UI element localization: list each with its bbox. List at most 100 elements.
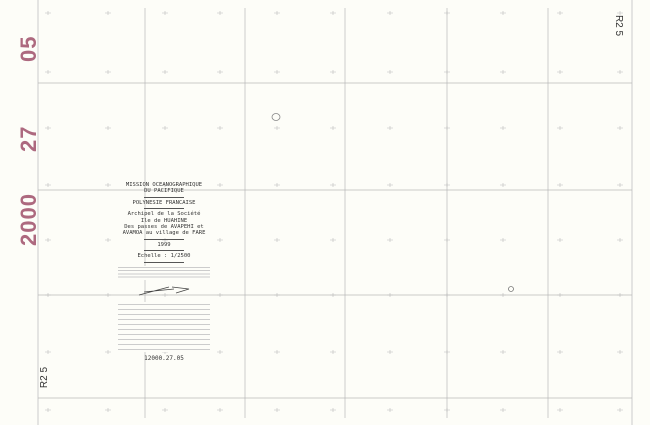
cartouche-title2: Ile de HUAHINE — [140, 217, 188, 224]
grid-tick-cross — [105, 70, 111, 74]
grid-tick-cross — [162, 70, 168, 74]
buoy-symbol — [508, 286, 514, 292]
cartouche-scale: Echelle : 1/2500 — [137, 253, 191, 260]
fine-print-block — [118, 265, 210, 280]
grid-tick-cross — [105, 350, 111, 354]
grid-tick-cross — [105, 238, 111, 242]
grid-tick-cross — [330, 408, 336, 412]
grid-tick-cross — [444, 183, 450, 187]
cartouche-line1: MISSION OCEANOGRAPHIQUE — [125, 182, 203, 188]
grid-tick-cross — [617, 350, 623, 354]
grid-tick-cross — [217, 350, 223, 354]
stamp-number-middle: 27 — [16, 125, 41, 152]
grid-tick-cross — [387, 350, 393, 354]
grid-tick-cross — [162, 11, 168, 15]
grid-tick-cross — [274, 126, 280, 130]
grid-tick-cross — [617, 408, 623, 412]
grid-tick-cross — [500, 238, 506, 242]
grid-tick-cross — [557, 238, 563, 242]
islet-outline — [271, 113, 281, 121]
grid-tick-cross — [105, 126, 111, 130]
grid-tick-cross — [557, 183, 563, 187]
grid-tick-cross — [444, 408, 450, 412]
grid-tick-cross — [387, 70, 393, 74]
grid-tick-cross — [45, 238, 51, 242]
sheet-ref-bottom-left: R2 5 — [39, 366, 51, 389]
grid-tick-cross — [500, 183, 506, 187]
fine-print-block — [118, 302, 210, 353]
grid-tick-cross — [217, 11, 223, 15]
grid-tick-cross — [500, 126, 506, 130]
grid-tick-cross — [105, 293, 111, 297]
grid-tick-cross — [557, 293, 563, 297]
grid-tick-cross — [217, 126, 223, 130]
grid-tick-cross — [162, 238, 168, 242]
grid-tick-cross — [162, 293, 168, 297]
grid-tick-cross — [330, 11, 336, 15]
grid-tick-cross — [330, 183, 336, 187]
grid-tick-cross — [500, 408, 506, 412]
sheet-ref-top-right: R2 5 — [613, 14, 625, 37]
grid-tick-cross — [217, 70, 223, 74]
grid-tick-cross — [617, 293, 623, 297]
divider — [144, 250, 184, 252]
grid-tick-cross — [162, 126, 168, 130]
grid-tick-cross — [162, 408, 168, 412]
stamp-number-top: 05 — [16, 35, 41, 62]
cartouche-title4: AVAMOA au village de FARE — [122, 230, 206, 237]
grid-tick-cross — [45, 350, 51, 354]
grid-tick-cross — [500, 293, 506, 297]
grid-tick-cross — [330, 126, 336, 130]
grid-tick-cross — [274, 350, 280, 354]
grid-tick-cross — [330, 238, 336, 242]
grid-tick-cross — [45, 183, 51, 187]
grid-tick-cross — [387, 183, 393, 187]
grid-tick-cross — [500, 350, 506, 354]
divider — [144, 196, 184, 198]
cartouche-line2: DU PACIFIQUE — [144, 188, 184, 195]
cartouche-title1: Archipel de la Société — [127, 211, 201, 218]
grid-tick-cross — [105, 11, 111, 15]
grid-tick-cross — [217, 408, 223, 412]
divider — [144, 261, 184, 263]
grid-tick-cross — [387, 238, 393, 242]
grid-tick-cross — [105, 183, 111, 187]
grid-tick-cross — [387, 293, 393, 297]
grid-tick-cross — [557, 11, 563, 15]
grid-tick-cross — [162, 183, 168, 187]
signature — [138, 286, 190, 296]
cartouche-region: POLYNESIE FRANCAISE — [132, 199, 196, 206]
grid-tick-cross — [500, 70, 506, 74]
grid-tick-cross — [274, 238, 280, 242]
cartouche-year: 1999 — [157, 241, 171, 248]
grid-tick-cross — [330, 293, 336, 297]
grid-tick-cross — [45, 126, 51, 130]
grid-tick-cross — [387, 11, 393, 15]
grid-tick-cross — [105, 408, 111, 412]
grid-tick-cross — [444, 350, 450, 354]
grid-tick-cross — [557, 126, 563, 130]
grid-tick-cross — [45, 11, 51, 15]
grid-tick-cross — [274, 408, 280, 412]
cartouche-code: 12000.27.05 — [144, 355, 184, 363]
grid-tick-cross — [557, 70, 563, 74]
divider — [144, 208, 184, 210]
grid-tick-cross — [387, 126, 393, 130]
grid-tick-cross — [617, 11, 623, 15]
grid-tick-cross — [444, 238, 450, 242]
cartouche-title3: Des passes de AVAPEHI et — [124, 224, 204, 231]
grid-tick-cross — [45, 408, 51, 412]
grid-tick-cross — [217, 238, 223, 242]
grid-tick-cross — [330, 70, 336, 74]
grid-tick-cross — [557, 408, 563, 412]
stamp-number-bottom: 2000 — [16, 193, 41, 246]
grid-tick-cross — [217, 183, 223, 187]
grid-tick-cross — [274, 11, 280, 15]
grid-tick-cross — [274, 183, 280, 187]
grid-tick-cross — [444, 70, 450, 74]
grid-tick-cross — [444, 126, 450, 130]
grid-tick-cross — [45, 70, 51, 74]
grid-tick-cross — [557, 350, 563, 354]
grid-tick-cross — [617, 70, 623, 74]
